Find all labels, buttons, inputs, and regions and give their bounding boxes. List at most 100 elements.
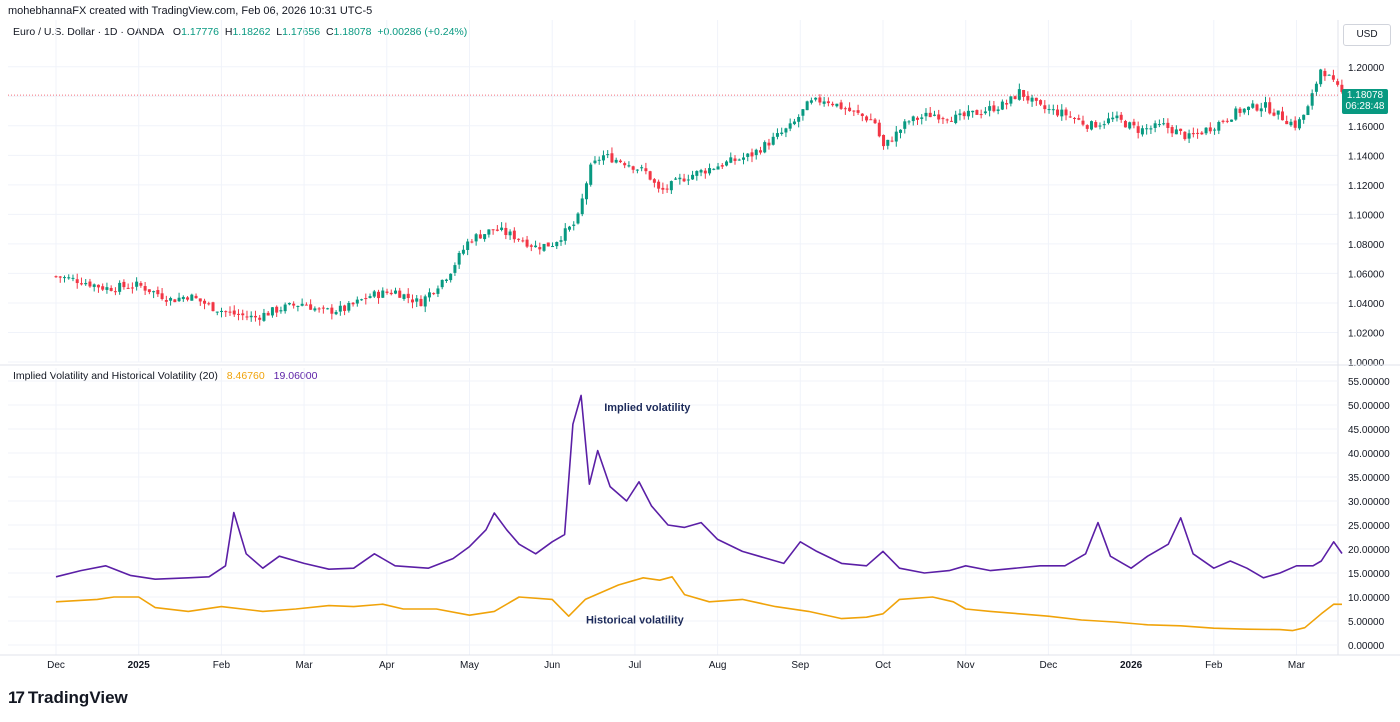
- candle-body: [1221, 120, 1225, 122]
- candle-body: [440, 279, 444, 288]
- candle-body: [54, 276, 58, 278]
- price-axis-tick: 1.20000: [1348, 63, 1385, 74]
- candle-body: [618, 160, 622, 163]
- candle-body: [741, 157, 745, 160]
- candle-body: [92, 284, 96, 287]
- candle-body: [920, 117, 924, 119]
- candle-body: [1255, 104, 1259, 111]
- currency-button[interactable]: USD: [1343, 24, 1391, 46]
- candle-body: [444, 279, 448, 282]
- candle-body: [177, 297, 181, 302]
- candle-body: [529, 245, 533, 247]
- candle-body: [597, 159, 601, 161]
- candle-body: [1225, 120, 1229, 122]
- candle-body: [258, 317, 262, 320]
- candle-body: [852, 110, 856, 112]
- time-axis-tick: Jul: [629, 660, 642, 671]
- candle-body: [610, 153, 614, 163]
- candle-body: [419, 298, 423, 307]
- candle-body: [1047, 109, 1051, 111]
- candle-body: [394, 290, 398, 294]
- candle-body: [169, 298, 173, 301]
- tradingview-logo[interactable]: 17 TradingView: [8, 688, 128, 708]
- candle-body: [262, 312, 266, 321]
- candle-body: [623, 163, 627, 166]
- candle-body: [894, 131, 898, 142]
- candle-body: [801, 109, 805, 116]
- candle-body: [988, 106, 992, 111]
- candle-body: [300, 303, 304, 306]
- candle-body: [1247, 106, 1251, 110]
- candle-body: [775, 133, 779, 137]
- price-axis-tick: 1.04000: [1348, 299, 1385, 310]
- candle-body: [504, 227, 508, 236]
- indicator-name: Implied Volatility and Historical Volati…: [13, 370, 218, 382]
- candle-body: [164, 300, 168, 302]
- candle-body: [406, 293, 410, 299]
- candle-body: [194, 295, 198, 299]
- price-axis-tick: 1.06000: [1348, 269, 1385, 280]
- candle-body: [1073, 117, 1077, 119]
- time-axis-tick: 2026: [1120, 660, 1143, 671]
- candle-body: [763, 142, 767, 153]
- candle-body: [330, 307, 334, 314]
- vol-axis-tick: 25.00000: [1348, 521, 1390, 532]
- candle-body: [270, 307, 274, 316]
- candle-body: [767, 142, 771, 146]
- candle-body: [457, 252, 461, 265]
- vol-axis-tick: 40.00000: [1348, 449, 1390, 460]
- candle-body: [1128, 122, 1132, 129]
- candle-body: [109, 287, 113, 291]
- candle-body: [746, 153, 750, 157]
- candle-body: [903, 121, 907, 129]
- candle-body: [249, 315, 253, 318]
- candle-body: [1115, 115, 1119, 119]
- candle-body: [1191, 133, 1195, 135]
- candle-body: [279, 310, 283, 312]
- candle-body: [1217, 122, 1221, 131]
- candle-body: [296, 305, 300, 307]
- candle-body: [572, 224, 576, 226]
- candle-body: [491, 229, 495, 231]
- historical-volatility-line: [55, 576, 1343, 632]
- candle-body: [304, 304, 308, 306]
- candle-body: [555, 242, 559, 247]
- vol-axis-tick: 30.00000: [1348, 497, 1390, 508]
- candle-body: [1056, 109, 1060, 116]
- candle-body: [1285, 121, 1289, 125]
- candle-body: [843, 108, 847, 110]
- candle-body: [101, 286, 105, 290]
- candle-body: [669, 181, 673, 191]
- candle-body: [614, 159, 618, 163]
- candle-body: [211, 302, 215, 312]
- candle-body: [1009, 96, 1013, 104]
- candle-body: [71, 277, 75, 279]
- candle-body: [1259, 108, 1263, 112]
- candle-body: [198, 298, 202, 302]
- candle-body: [1272, 112, 1276, 116]
- candle-body: [542, 243, 546, 251]
- candle-body: [1064, 109, 1068, 116]
- candle-body: [1140, 128, 1144, 135]
- candle-body: [1319, 69, 1323, 85]
- candle-body: [1276, 110, 1280, 115]
- candle-body: [1204, 127, 1208, 134]
- time-axis-tick: Jun: [544, 660, 560, 671]
- candle-body: [580, 198, 584, 215]
- indicator-legend: Implied Volatility and Historical Volati…: [13, 370, 317, 382]
- candle-body: [733, 158, 737, 161]
- candle-body: [1336, 81, 1340, 85]
- candle-body: [678, 177, 682, 180]
- time-axis-tick: 2025: [128, 660, 151, 671]
- time-axis-tick: Feb: [1205, 660, 1223, 671]
- high-label: H: [224, 26, 233, 38]
- candle-body: [130, 287, 134, 289]
- time-axis-tick: Feb: [213, 660, 231, 671]
- candle-body: [1183, 131, 1187, 140]
- candle-body: [657, 181, 661, 189]
- candle-body: [593, 160, 597, 164]
- candle-body: [716, 166, 720, 170]
- time-axis-tick: Dec: [47, 660, 65, 671]
- candle-body: [1153, 123, 1157, 128]
